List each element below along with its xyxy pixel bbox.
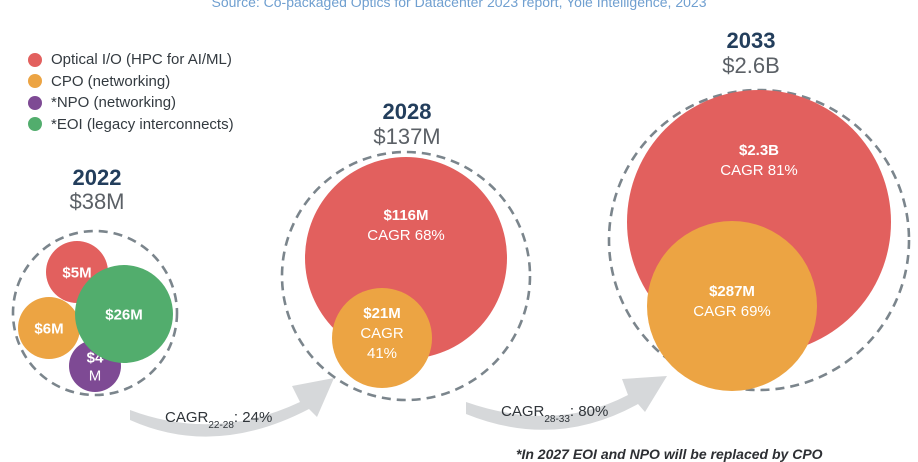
footnote: *In 2027 EOI and NPO will be replaced by… bbox=[516, 446, 823, 462]
bubble-label-2028-cpo-networking: 41% bbox=[367, 345, 397, 362]
growth-cagr-label-1: CAGR22-28: 24% bbox=[165, 409, 272, 431]
bubble-label-2033-cpo-networking: $287M bbox=[709, 283, 755, 300]
bubble-2028-cpo-networking bbox=[332, 288, 432, 388]
year-label-2022: 2022 bbox=[72, 165, 122, 190]
bubble-2033-cpo-networking bbox=[647, 221, 817, 391]
bubble-label-2033-cpo-networking: CAGR 69% bbox=[693, 303, 771, 320]
growth-arrow-2 bbox=[466, 376, 667, 430]
legend-dot-icon bbox=[28, 117, 42, 132]
bubble-label-2033-optical-i-o-hpc-for-ai-ml: CAGR 81% bbox=[720, 162, 798, 179]
legend-label: CPO (networking) bbox=[51, 72, 171, 90]
growth-arrow-1 bbox=[130, 378, 334, 437]
legend-dot-icon bbox=[28, 74, 42, 89]
legend-dot-icon bbox=[28, 95, 42, 110]
total-label-2022: $38M bbox=[69, 189, 125, 214]
bubble-label-2028-optical-i-o-hpc-for-ai-ml: CAGR 68% bbox=[367, 227, 445, 244]
bubble-label-2028-cpo-networking: CAGR bbox=[360, 325, 404, 342]
bubble-label-2028-cpo-networking: $21M bbox=[363, 305, 401, 322]
legend-label: Optical I/O (HPC for AI/ML) bbox=[51, 51, 232, 69]
group-outline-2028 bbox=[280, 150, 532, 402]
legend-item-cpo: CPO (networking) bbox=[28, 71, 234, 93]
bubble-label-2022-eoi-legacy-interconnects: $26M bbox=[105, 306, 143, 323]
growth-cagr-label-2: CAGR28-33: 80% bbox=[501, 403, 608, 425]
bubble-2022-eoi-legacy-interconnects bbox=[75, 265, 173, 363]
bubble-2022-cpo-networking bbox=[18, 297, 80, 359]
year-label-2033: 2033 bbox=[726, 28, 776, 53]
legend-label: *NPO (networking) bbox=[51, 94, 177, 112]
legend: Optical I/O (HPC for AI/ML) CPO (network… bbox=[28, 49, 234, 135]
legend-item-npo: *NPO (networking) bbox=[28, 92, 234, 114]
group-outline-2022 bbox=[11, 229, 179, 397]
source-caption: Source: Co-packaged Optics for Datacente… bbox=[211, 0, 707, 10]
total-label-2033: $2.6B bbox=[722, 53, 780, 78]
year-label-2028: 2028 bbox=[382, 99, 432, 124]
bubble-label-2028-optical-i-o-hpc-for-ai-ml: $116M bbox=[383, 207, 428, 224]
bubble-label-2022-npo-networking: M bbox=[89, 367, 102, 384]
legend-item-optical-io: Optical I/O (HPC for AI/ML) bbox=[28, 49, 234, 71]
bubble-label-2022-cpo-networking: $6M bbox=[34, 320, 63, 337]
legend-item-eoi: *EOI (legacy interconnects) bbox=[28, 114, 234, 136]
legend-label: *EOI (legacy interconnects) bbox=[51, 115, 234, 133]
bubble-label-2033-optical-i-o-hpc-for-ai-ml: $2.3B bbox=[739, 142, 779, 159]
total-label-2028: $137M bbox=[373, 124, 441, 149]
bubble-label-2022-optical-i-o-hpc-for-ai-ml: $5M bbox=[62, 264, 91, 281]
legend-dot-icon bbox=[28, 52, 42, 67]
